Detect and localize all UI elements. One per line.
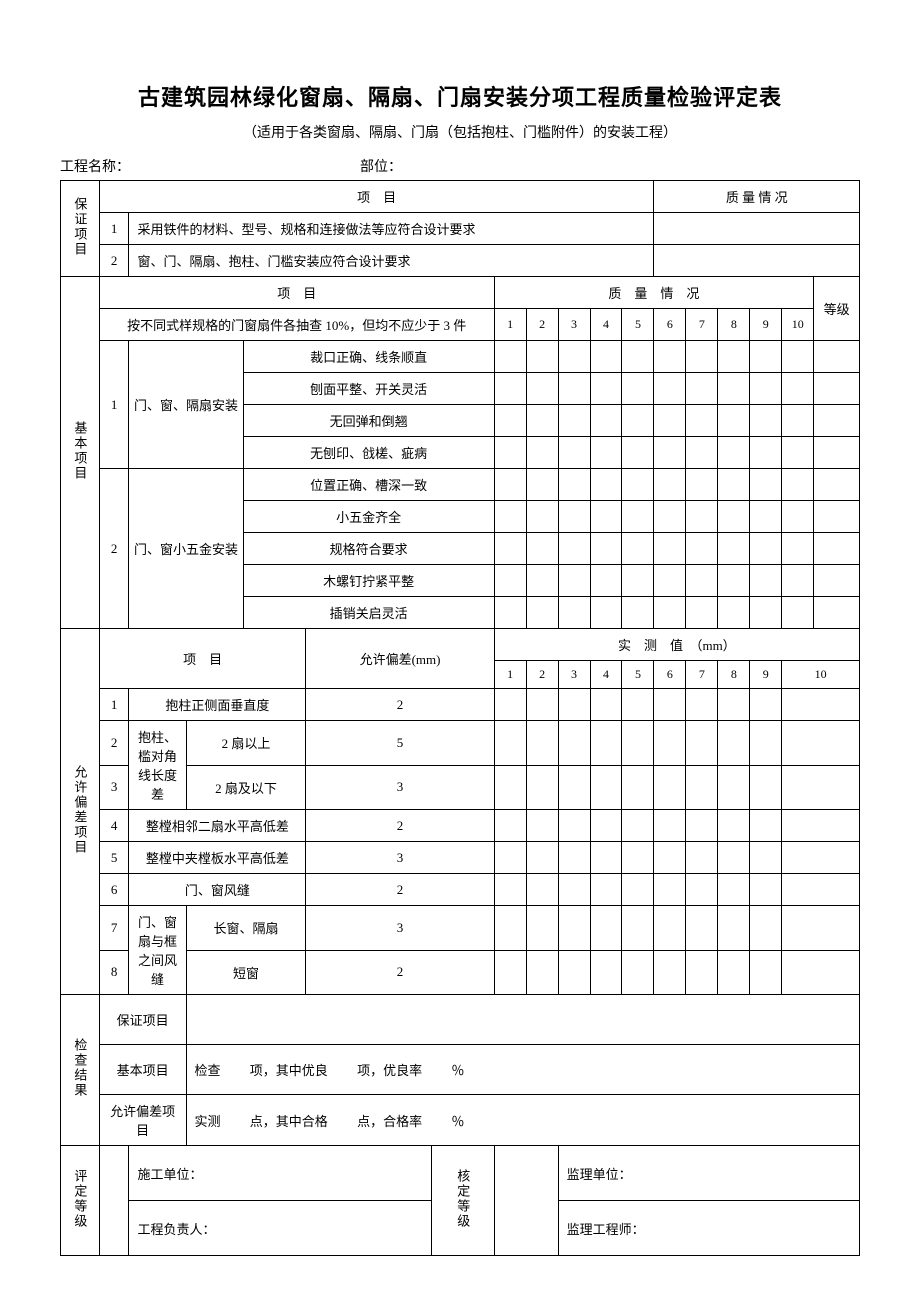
tol-num: 7 [686,661,718,689]
tol-row-val: 2 [306,874,494,906]
basic-group-num: 1 [99,341,129,469]
header-line: 工程名称： 部位： [60,156,860,176]
tol-num: 2 [526,661,558,689]
guarantee-row-num: 2 [99,245,129,277]
guarantee-quality-header: 质 量 情 况 [654,181,860,213]
tol-row-num: 2 [99,721,129,766]
basic-num: 7 [686,309,718,341]
tol-num: 9 [750,661,782,689]
basic-num: 10 [782,309,814,341]
basic-item: 小五金齐全 [243,501,494,533]
tol-num: 1 [494,661,526,689]
tol-row-val: 3 [306,906,494,951]
tol-row-num: 3 [99,765,129,810]
basic-item: 裁口正确、线条顺直 [243,341,494,373]
basic-quality-header: 质 量 情 况 [494,277,814,309]
basic-num: 2 [526,309,558,341]
applicability-note: （适用于各类窗扇、隔扇、门扇（包括抱柱、门槛附件）的安装工程） [60,122,860,142]
results-tolerance-text: 实测 点，其中合格 点，合格率 ％ [186,1095,859,1146]
tol-num: 5 [622,661,654,689]
results-side-label: 检查结果 [61,995,100,1146]
tolerance-project-header: 项 目 [99,629,306,689]
basic-group-name: 门、窗、隔扇安装 [129,341,243,469]
tol-row-val: 2 [306,689,494,721]
tol-row-val: 5 [306,721,494,766]
tol-row-name: 整樘相邻二扇水平高低差 [129,810,306,842]
sampling-note: 按不同式样规格的门窗扇件各抽查 10%，但均不应少于 3 件 [99,309,494,341]
eval-grade-side: 评定等级 [61,1146,100,1256]
basic-item: 木螺钉拧紧平整 [243,565,494,597]
core-grade-blank [494,1146,558,1256]
core-grade-side: 核定等级 [431,1146,494,1256]
basic-item: 位置正确、槽深一致 [243,469,494,501]
results-guarantee-label: 保证项目 [99,995,186,1045]
guarantee-row-text: 窗、门、隔扇、抱柱、门槛安装应符合设计要求 [129,245,654,277]
tol-row-sub: 2 扇以上 [186,721,306,766]
tol-row-num: 1 [99,689,129,721]
supervision-engineer: 监理工程师： [558,1201,859,1256]
tol-row-num: 5 [99,842,129,874]
basic-num: 6 [654,309,686,341]
tol-num: 6 [654,661,686,689]
basic-item: 插销关启灵活 [243,597,494,629]
tol-row-num: 6 [99,874,129,906]
tol-row-val: 3 [306,765,494,810]
evaluation-table: 保证项目 项 目 质 量 情 况 1 采用铁件的材料、型号、规格和连接做法等应符… [60,180,860,1256]
basic-num: 5 [622,309,654,341]
guarantee-row-num: 1 [99,213,129,245]
guarantee-project-header: 项 目 [99,181,654,213]
tol-row-val: 3 [306,842,494,874]
basic-item: 无回弹和倒翘 [243,405,494,437]
construction-unit: 施工单位： [129,1146,431,1201]
results-basic-text: 检查 项，其中优良 项，优良率 ％ [186,1045,859,1095]
tol-num: 10 [782,661,860,689]
tol-row-num: 8 [99,950,129,995]
basic-num: 1 [494,309,526,341]
basic-group-name: 门、窗小五金安装 [129,469,243,629]
section-label: 部位： [360,156,402,176]
tol-row-name: 整樘中夹樘板水平高低差 [129,842,306,874]
tol-row-name: 抱柱正侧面垂直度 [129,689,306,721]
basic-num: 3 [558,309,590,341]
tol-row-name: 抱柱、槛对角线长度差 [129,721,186,810]
basic-group-num: 2 [99,469,129,629]
basic-item: 无刨印、戗槎、疵病 [243,437,494,469]
guarantee-row-blank [654,245,860,277]
basic-item: 规格符合要求 [243,533,494,565]
tol-num: 3 [558,661,590,689]
tol-row-val: 2 [306,950,494,995]
tol-row-val: 2 [306,810,494,842]
tol-row-name: 门、窗扇与框之间风缝 [129,906,186,995]
basic-side-label: 基本项目 [61,277,100,629]
tol-row-num: 4 [99,810,129,842]
tol-row-sub: 短窗 [186,950,306,995]
basic-item: 刨面平整、开关灵活 [243,373,494,405]
guarantee-row-blank [654,213,860,245]
tol-row-num: 7 [99,906,129,951]
results-guarantee-blank [186,995,859,1045]
results-basic-label: 基本项目 [99,1045,186,1095]
guarantee-row-text: 采用铁件的材料、型号、规格和连接做法等应符合设计要求 [129,213,654,245]
basic-project-header: 项 目 [99,277,494,309]
guarantee-side-label: 保证项目 [61,181,100,277]
basic-num: 8 [718,309,750,341]
tol-num: 4 [590,661,622,689]
supervision-unit: 监理单位： [558,1146,859,1201]
basic-grade-header: 等级 [814,277,860,341]
page-title: 古建筑园林绿化窗扇、隔扇、门扇安装分项工程质量检验评定表 [60,80,860,112]
tol-row-sub: 长窗、隔扇 [186,906,306,951]
project-leader: 工程负责人： [129,1201,431,1256]
eval-grade-blank [99,1146,129,1256]
tol-num: 8 [718,661,750,689]
results-tolerance-label: 允许偏差项目 [99,1095,186,1146]
basic-num: 9 [750,309,782,341]
basic-num: 4 [590,309,622,341]
tolerance-allow-header: 允许偏差(mm) [306,629,494,689]
tolerance-side-label: 允许偏差项目 [61,629,100,995]
project-name-label: 工程名称： [60,156,360,176]
tol-row-name: 门、窗风缝 [129,874,306,906]
tol-row-sub: 2 扇及以下 [186,765,306,810]
tolerance-measured-header: 实 测 值 （mm） [494,629,859,661]
